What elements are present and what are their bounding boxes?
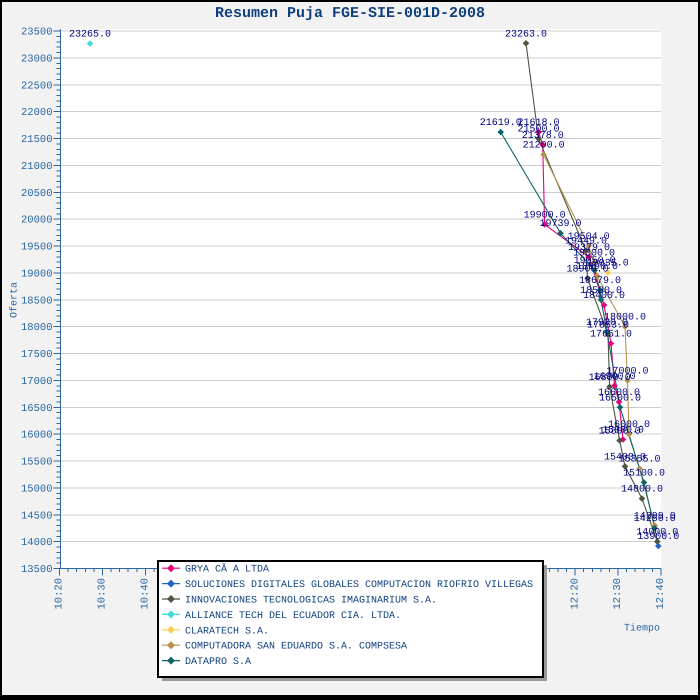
svg-text:16900.0: 16900.0 xyxy=(593,372,635,383)
svg-text:12:20: 12:20 xyxy=(569,578,581,610)
svg-text:15355.0: 15355.0 xyxy=(618,455,660,466)
svg-text:18990.0: 18990.0 xyxy=(576,262,618,273)
svg-text:17000: 17000 xyxy=(21,376,53,388)
svg-text:19500: 19500 xyxy=(21,242,53,254)
svg-text:19000: 19000 xyxy=(21,268,53,280)
svg-text:15100.0: 15100.0 xyxy=(623,469,665,480)
svg-text:10:40: 10:40 xyxy=(140,578,152,610)
svg-text:19035.0: 19035.0 xyxy=(587,259,629,270)
svg-text:15500: 15500 xyxy=(21,457,53,469)
svg-text:20500: 20500 xyxy=(21,188,53,200)
svg-text:16000: 16000 xyxy=(21,430,53,442)
svg-text:23263.0: 23263.0 xyxy=(505,29,547,40)
svg-text:16600.0: 16600.0 xyxy=(598,388,640,399)
svg-text:19449.0: 19449.0 xyxy=(565,237,607,248)
svg-text:17000.0: 17000.0 xyxy=(606,366,648,377)
svg-text:17500: 17500 xyxy=(21,349,53,361)
svg-text:15000: 15000 xyxy=(21,483,53,495)
svg-text:12:40: 12:40 xyxy=(655,578,667,610)
svg-text:19504.0: 19504.0 xyxy=(568,232,610,243)
svg-text:23265.0: 23265.0 xyxy=(69,30,111,41)
svg-text:Resumen Puja FGE-SIE-001D-2008: Resumen Puja FGE-SIE-001D-2008 xyxy=(215,5,485,22)
svg-text:14250.0: 14250.0 xyxy=(634,514,676,525)
svg-text:21618.0: 21618.0 xyxy=(517,118,559,129)
svg-text:SOLUCIONES DIGITALES GLOBALES: SOLUCIONES DIGITALES GLOBALES COMPUTACIO… xyxy=(185,580,533,591)
svg-text:14000.0: 14000.0 xyxy=(636,528,678,539)
svg-text:19379.0: 19379.0 xyxy=(568,243,610,254)
svg-text:15900.0: 15900.0 xyxy=(602,426,644,437)
svg-text:23000: 23000 xyxy=(21,53,53,65)
svg-text:21378.0: 21378.0 xyxy=(522,131,564,142)
svg-text:13500: 13500 xyxy=(21,564,53,576)
svg-text:15890.0: 15890.0 xyxy=(599,427,641,438)
svg-text:16000.0: 16000.0 xyxy=(608,420,650,431)
svg-text:12:30: 12:30 xyxy=(612,578,624,610)
svg-text:18900.0: 18900.0 xyxy=(566,264,608,275)
svg-text:21000: 21000 xyxy=(21,161,53,173)
svg-text:DATAPRO S.A: DATAPRO S.A xyxy=(185,657,251,668)
svg-text:20000: 20000 xyxy=(21,215,53,227)
svg-text:17651.0: 17651.0 xyxy=(590,330,632,341)
svg-text:19300.0: 19300.0 xyxy=(573,249,615,260)
svg-text:18500.0: 18500.0 xyxy=(580,286,622,297)
svg-text:18000.0: 18000.0 xyxy=(604,313,646,324)
svg-text:10:30: 10:30 xyxy=(97,578,109,610)
svg-text:GRYA CĂ A LTDA: GRYA CĂ A LTDA xyxy=(185,563,269,576)
svg-text:21619.0: 21619.0 xyxy=(480,118,522,129)
svg-text:22500: 22500 xyxy=(21,80,53,92)
svg-text:17853.0: 17853.0 xyxy=(587,321,629,332)
svg-text:16500.0: 16500.0 xyxy=(599,393,641,404)
svg-text:Tiempo: Tiempo xyxy=(624,623,660,635)
svg-text:21200.0: 21200.0 xyxy=(523,141,565,152)
svg-text:14800.0: 14800.0 xyxy=(621,485,663,496)
svg-text:14299.0: 14299.0 xyxy=(634,512,676,523)
svg-text:23500: 23500 xyxy=(21,27,53,39)
svg-text:10:20: 10:20 xyxy=(54,578,66,610)
svg-text:17900.0: 17900.0 xyxy=(586,318,628,329)
svg-text:14000: 14000 xyxy=(21,537,53,549)
svg-text:19739.0: 19739.0 xyxy=(539,219,581,230)
svg-text:INNOVACIONES TECNOLOGICAS IMAG: INNOVACIONES TECNOLOGICAS IMAGINARIUM S.… xyxy=(185,596,437,607)
svg-text:CLARATECH S.A.: CLARATECH S.A. xyxy=(185,626,269,637)
svg-text:ALLIANCE TECH DEL ECUADOR CIA.: ALLIANCE TECH DEL ECUADOR CIA. LTDA. xyxy=(185,611,401,622)
svg-text:19900.0: 19900.0 xyxy=(524,211,566,222)
svg-text:19050.0: 19050.0 xyxy=(574,256,616,267)
svg-text:15400.0: 15400.0 xyxy=(604,452,646,463)
svg-text:22000: 22000 xyxy=(21,107,53,119)
svg-text:COMPUTADORA SAN EDUARDO S.A. C: COMPUTADORA SAN EDUARDO S.A. COMPSESA xyxy=(185,642,407,653)
svg-text:14500: 14500 xyxy=(21,510,53,522)
svg-text:Oferta: Oferta xyxy=(9,282,21,318)
svg-text:18500: 18500 xyxy=(21,295,53,307)
svg-text:18679.0: 18679.0 xyxy=(579,276,621,287)
svg-text:16500: 16500 xyxy=(21,403,53,415)
svg-text:21500.0: 21500.0 xyxy=(517,125,559,136)
svg-text:13900.0: 13900.0 xyxy=(637,532,679,543)
svg-text:18400.0: 18400.0 xyxy=(583,291,625,302)
svg-text:16800.0: 16800.0 xyxy=(589,373,631,384)
svg-text:21500: 21500 xyxy=(21,134,53,146)
svg-text:18000: 18000 xyxy=(21,322,53,334)
